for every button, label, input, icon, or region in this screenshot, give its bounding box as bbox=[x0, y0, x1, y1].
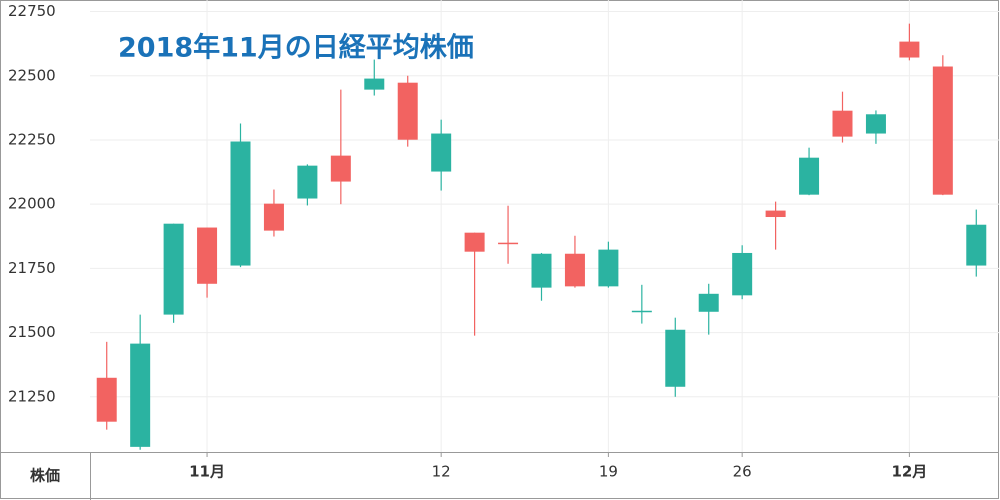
y-tick-label: 21500 bbox=[8, 323, 56, 341]
candle-body bbox=[531, 253, 552, 288]
candle-body bbox=[899, 41, 920, 58]
candle-body bbox=[665, 329, 686, 387]
candle-body bbox=[364, 78, 385, 90]
candle-body bbox=[431, 133, 452, 172]
y-tick-label: 22750 bbox=[8, 2, 56, 20]
candles bbox=[96, 23, 987, 450]
candle-body bbox=[297, 165, 318, 199]
candle-body bbox=[865, 114, 886, 134]
y-tick-label: 21250 bbox=[8, 387, 56, 405]
candle-body bbox=[832, 110, 853, 137]
candle-body bbox=[698, 293, 719, 312]
candle-body bbox=[96, 377, 117, 422]
x-tick-label: 26 bbox=[733, 463, 752, 481]
candle-body bbox=[631, 310, 652, 313]
candle-body bbox=[498, 242, 519, 245]
candle-body bbox=[230, 141, 251, 266]
candle-body bbox=[598, 249, 619, 287]
y-axis-label: 株価 bbox=[30, 467, 60, 485]
x-tick-label: 12月 bbox=[891, 463, 927, 481]
y-tick-label: 21750 bbox=[8, 259, 56, 277]
candle-body bbox=[932, 66, 953, 195]
chart-title: 2018年11月の日経平均株価 bbox=[118, 32, 474, 64]
grid bbox=[90, 0, 999, 452]
candle-body bbox=[130, 343, 151, 447]
y-tick-label: 22500 bbox=[8, 66, 56, 84]
candle-body bbox=[397, 82, 418, 140]
candle-body bbox=[197, 227, 218, 284]
x-tick-label: 12 bbox=[432, 463, 451, 481]
y-tick-label: 22000 bbox=[8, 195, 56, 213]
candle-body bbox=[464, 232, 485, 252]
candle-body bbox=[330, 155, 351, 182]
candle-body bbox=[163, 223, 184, 315]
candle-body bbox=[564, 253, 585, 287]
x-tick-label: 11月 bbox=[189, 463, 225, 481]
candle-body bbox=[765, 210, 786, 218]
candle-body bbox=[966, 224, 987, 266]
x-tick-label: 19 bbox=[599, 463, 618, 481]
candle-body bbox=[799, 157, 820, 195]
candle-body bbox=[263, 203, 284, 231]
candle-body bbox=[732, 252, 753, 296]
y-tick-label: 22250 bbox=[8, 130, 56, 148]
